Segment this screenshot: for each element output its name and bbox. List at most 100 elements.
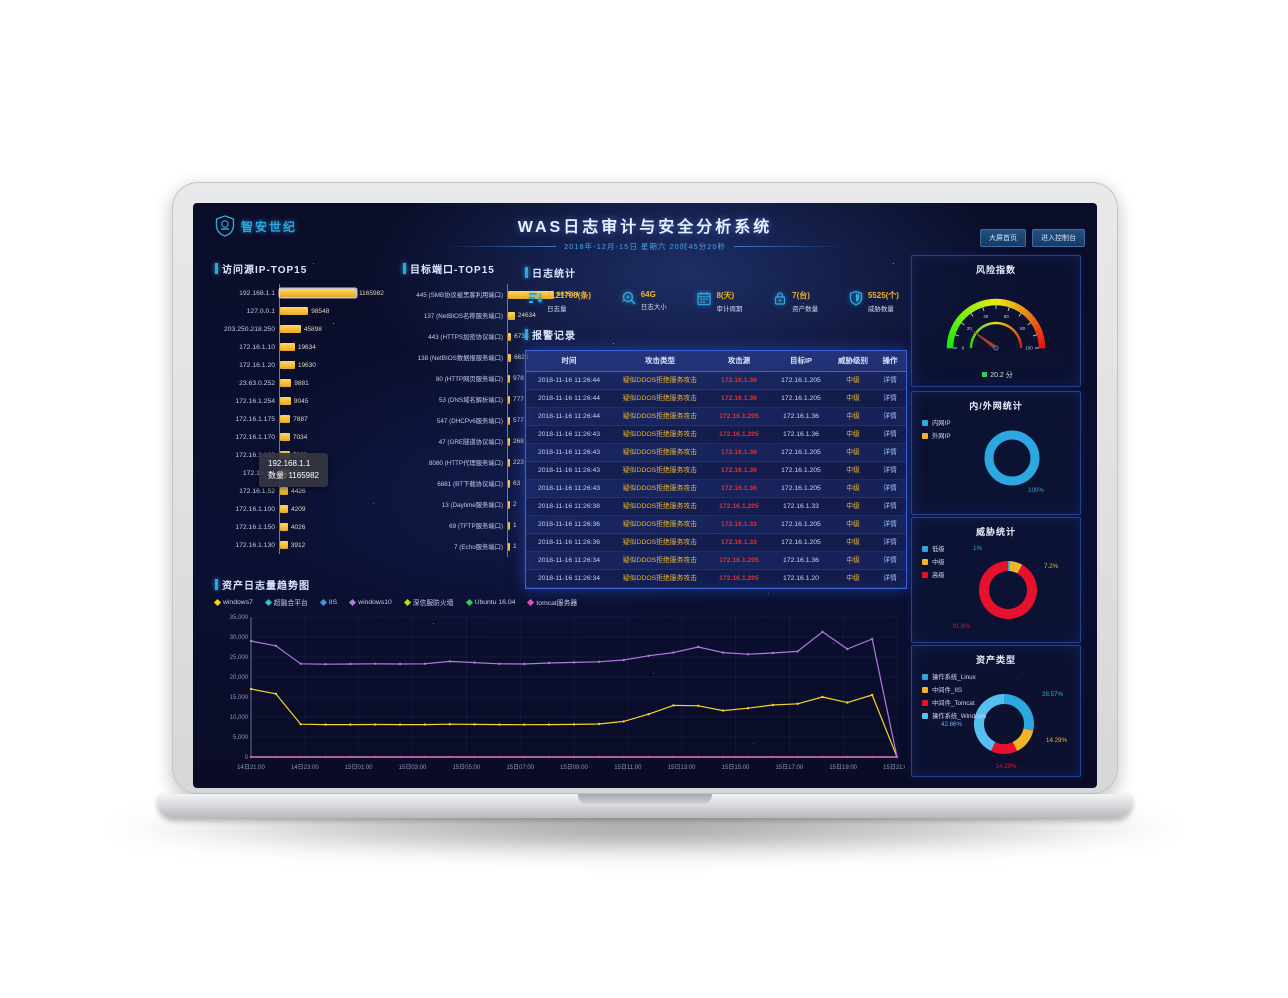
home-button[interactable]: 大屏首页 [980,229,1026,247]
asset-type-legend-item[interactable]: 操作系统_Windows [922,711,986,720]
trend-legend-label: Ubuntu 16.04 [474,598,516,606]
lock-icon [775,292,786,305]
alarm-detail-link[interactable]: 详情 [883,413,897,420]
port-bar[interactable] [508,500,510,509]
alarm-detail-link[interactable]: 详情 [883,503,897,510]
ip-bar-label: 172.16.1.160 [235,451,275,459]
port-bar-track: 577 [507,410,571,431]
alarm-detail-link[interactable]: 详情 [883,521,897,528]
net-stats-donut-slice[interactable] [984,430,1040,486]
gauge-value-text: 20.2 分 [990,372,1013,379]
gauge-arc-segment [966,305,975,314]
ip-bar[interactable] [280,541,288,549]
gauge-arc-segment [1013,302,1021,312]
port-bar[interactable] [508,416,510,425]
ip-bar[interactable] [280,361,295,369]
gauge-inner-arc [985,323,989,327]
trend-legend-label: 深信服防火墙 [412,600,454,607]
alarm-detail-link[interactable]: 详情 [883,575,897,582]
asset-type-donut-slice[interactable] [1003,694,1034,731]
gauge-tick [970,312,974,317]
trend-legend-item[interactable]: windows10 [349,598,392,606]
port-bar[interactable] [508,479,510,488]
net-stats-donut-chart[interactable]: 100% [912,412,1080,504]
trend-legend-item[interactable]: tomcat服务器 [527,597,577,607]
trend-series-point [622,720,625,723]
target-port-top15-header: 目标端口-TOP15 [403,261,571,276]
section-accent-bar [525,267,528,278]
alarm-detail-link[interactable]: 详情 [883,467,897,474]
threat-stats-donut-slice[interactable] [979,561,1037,619]
gauge-tick [960,322,965,326]
trend-line-chart[interactable]: 0 5,000 10,000 15,000 20,000 25,000 30,000 35,0… [215,609,905,781]
threat-stats-legend-item[interactable]: 高级 [922,570,945,579]
alarm-detail-link[interactable]: 详情 [883,539,897,546]
ip-bar[interactable] [280,487,289,495]
alarm-time: 2018-11-16 11:26:36 [537,539,601,546]
alarm-detail-link[interactable]: 详情 [883,431,897,438]
trend-series-point [796,650,799,653]
ip-bar-track: 19630 [279,356,397,374]
asset-type-legend-item[interactable]: 中间件_Tomcat [922,698,986,707]
net-stats-legend-item[interactable]: 外网IP [922,431,951,440]
asset-type-legend-item[interactable]: 中间件_IIS [922,685,986,694]
alarm-detail-link[interactable]: 详情 [883,377,897,384]
port-bar[interactable] [508,437,510,446]
trend-y-tick-label: 15,000 [230,695,249,701]
port-bar[interactable] [508,332,512,341]
threat-stats-legend-item[interactable]: 中级 [922,557,945,566]
trend-series-point [572,755,576,759]
threat-stats-legend-item[interactable]: 低级 [922,544,945,553]
ip-bar[interactable] [280,289,356,297]
ip-bar-value: 7887 [293,415,308,423]
gauge-inner-arc [971,337,975,341]
trend-legend-item[interactable]: windows7 [213,598,253,606]
trend-legend-item[interactable]: IIS [319,598,337,606]
trend-legend-item[interactable]: Ubuntu 16.04 [465,598,516,606]
ip-bar[interactable] [280,343,295,351]
net-stats-legend-swatch [922,432,928,439]
asset-type-legend-item[interactable]: 操作系统_Linux [922,672,986,681]
port-bar[interactable] [508,374,510,383]
asset-type-donut-slice[interactable] [990,741,1018,754]
port-bar[interactable] [508,311,515,320]
port-bar[interactable] [508,353,512,362]
ip-bar[interactable] [280,307,309,315]
trend-legend-item[interactable]: 深信服防火墙 [403,597,454,607]
gauge-tick-label: 0 [962,346,965,351]
alarm-table-row: 2018-11-16 11:26:44 疑似DDOS拒绝服务攻击 172.16.1.… [526,390,906,408]
threat-stats-donut-slice[interactable] [1008,561,1023,574]
trend-y-tick-label: 0 [245,755,249,761]
alarm-attack-type: 疑似DDOS拒绝服务攻击 [622,395,697,402]
trend-series-point [672,704,675,707]
asset-type-donut-slice[interactable] [1012,728,1034,752]
ip-bar[interactable] [280,397,291,405]
port-bar[interactable] [508,542,510,551]
port-bar[interactable] [508,458,510,467]
ip-bar[interactable] [280,433,290,441]
asset-type-slice-label: 28.57% [1042,691,1063,698]
asset-type-donut-slice[interactable] [974,694,1005,752]
ip-bar[interactable] [280,325,301,333]
alarm-detail-link[interactable]: 详情 [883,485,897,492]
ip-bar[interactable] [280,523,288,531]
alarm-detail-link[interactable]: 详情 [883,395,897,402]
ip-bar-label: 172.16.1.100 [235,505,275,513]
asset-type-donut-chart[interactable]: 28.57% 14.29% 14.29% 42.86% [912,666,1080,776]
trend-series-point [547,661,551,665]
port-bar-value: 6629 [514,354,529,361]
trend-y-tick-label: 30,000 [230,635,249,641]
threat-stats-donut-chart[interactable]: 1% 7.2% 91.8% [912,538,1080,634]
net-stats-legend-item[interactable]: 内网IP [922,418,951,427]
asset-type-legend-label: 中间件_Tomcat [932,700,975,707]
console-button[interactable]: 进入控制台 [1032,229,1085,247]
port-bar[interactable] [508,521,510,530]
ip-bar[interactable] [280,505,288,513]
alarm-detail-link[interactable]: 详情 [883,449,897,456]
trend-legend-item[interactable]: 超融合平台 [264,597,308,607]
port-bar[interactable] [508,395,510,404]
ip-bar-value: 98548 [311,307,330,315]
ip-bar[interactable] [280,379,292,387]
alarm-detail-link[interactable]: 详情 [883,557,897,564]
ip-bar[interactable] [280,415,291,423]
